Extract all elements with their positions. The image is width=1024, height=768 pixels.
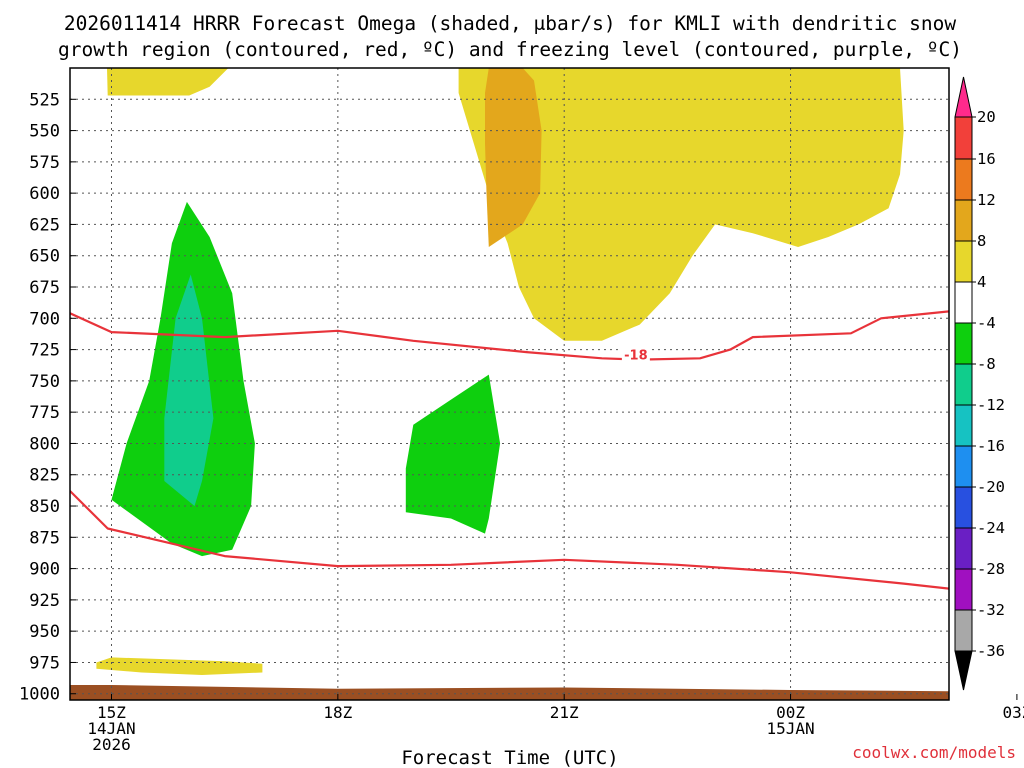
x-tick-label-15Z-2: 14JAN — [87, 719, 135, 738]
colorbar-segment-3 — [954, 199, 973, 242]
dgz-upper-contour-label: -18 — [624, 349, 648, 364]
credit-text: coolwx.com/models — [852, 743, 1016, 762]
y-tick-label-925: 925 — [29, 591, 60, 611]
colorbar-segment-6 — [954, 322, 973, 365]
x-axis-ticks: 15Z14JAN202618Z21Z00Z15JAN03Z06Z — [87, 694, 1024, 754]
terrain-surface — [70, 685, 949, 700]
y-tick-label-875: 875 — [29, 528, 60, 548]
colorbar-bottom-arrow — [954, 650, 973, 691]
y-tick-label-600: 600 — [29, 184, 60, 204]
colorbar-segment-13 — [954, 609, 973, 652]
colorbar-label--32: -32 — [977, 601, 1005, 619]
x-axis-label: Forecast Time (UTC) — [401, 747, 618, 768]
colorbar-label--28: -28 — [977, 560, 1005, 578]
colorbar-segment-12 — [954, 568, 973, 611]
y-tick-label-1000: 1000 — [19, 685, 60, 705]
x-tick-label-21Z-1: 21Z — [550, 703, 579, 722]
dgz-upper-contour-label-bg — [621, 346, 650, 362]
y-tick-label-550: 550 — [29, 122, 60, 142]
colorbar-segment-8 — [954, 404, 973, 447]
colorbar-segment-7 — [954, 363, 973, 406]
colorbar-label--12: -12 — [977, 396, 1005, 414]
colorbar-segment-1 — [954, 116, 973, 160]
y-tick-label-725: 725 — [29, 341, 60, 361]
colorbar-segment-2 — [954, 158, 973, 201]
colorbar-legend: 20 16 12 8 4 -4 -8 -12 -16 -20 -24 -28 -32 -36 — [954, 76, 1005, 691]
colorbar-segment-4 — [954, 240, 973, 283]
y-tick-label-775: 775 — [29, 403, 60, 423]
colorbar-segment-10 — [954, 486, 973, 529]
colorbar-label-8: 8 — [977, 232, 986, 250]
y-tick-label-650: 650 — [29, 247, 60, 267]
x-tick-label-18Z-1: 18Z — [323, 703, 352, 722]
y-tick-label-850: 850 — [29, 497, 60, 517]
x-tick-label-00Z-1: 00Z — [776, 703, 805, 722]
omega-negative-early-core — [164, 274, 214, 506]
x-tick-label-03Z-1: 03Z — [1002, 703, 1024, 722]
chart-title-line-1: 2026011414 HRRR Forecast Omega (shaded, … — [64, 12, 956, 35]
grid-lines — [70, 68, 949, 700]
colorbar-label--8: -8 — [977, 355, 996, 373]
omega-positive-top-left — [107, 68, 229, 96]
colorbar-top-arrow — [954, 76, 973, 118]
colorbar-label--16: -16 — [977, 437, 1005, 455]
y-tick-label-525: 525 — [29, 90, 60, 110]
y-tick-label-950: 950 — [29, 622, 60, 642]
y-tick-label-900: 900 — [29, 560, 60, 580]
colorbar-label-20: 20 — [977, 108, 996, 126]
y-tick-label-625: 625 — [29, 215, 60, 235]
x-tick-label-15Z-3: 2026 — [92, 735, 131, 754]
temperature-contours: -18 — [70, 310, 949, 590]
dgz-upper-contour — [70, 310, 949, 361]
colorbar-segment-11 — [954, 527, 973, 570]
omega-positive-core — [485, 68, 542, 247]
y-axis-ticks: 525 550 575 600 625 650 675 700 725 750 775 800 825 8… — [19, 90, 76, 705]
y-tick-label-975: 975 — [29, 653, 60, 673]
colorbar-segment-5 — [954, 281, 973, 324]
colorbar-label--24: -24 — [977, 519, 1005, 537]
colorbar-label-4: 4 — [977, 273, 986, 291]
y-tick-label-750: 750 — [29, 372, 60, 392]
chart-title-line-2: growth region (contoured, red, ºC) and f… — [58, 38, 962, 61]
y-tick-label-675: 675 — [29, 278, 60, 298]
shaded-omega-regions — [70, 68, 949, 700]
y-tick-label-800: 800 — [29, 434, 60, 454]
y-tick-label-575: 575 — [29, 153, 60, 173]
colorbar-label-16: 16 — [977, 150, 996, 168]
plot-frame — [69, 67, 950, 701]
colorbar-label-12: 12 — [977, 191, 996, 209]
colorbar-label--20: -20 — [977, 478, 1005, 496]
colorbar-segment-9 — [954, 445, 973, 488]
dgz-lower-contour — [70, 490, 949, 590]
y-tick-label-700: 700 — [29, 309, 60, 329]
colorbar-label--36: -36 — [977, 642, 1005, 660]
colorbar-label--4: -4 — [977, 314, 996, 332]
x-tick-label-00Z-2: 15JAN — [766, 719, 814, 738]
omega-negative-mid — [405, 374, 501, 534]
y-tick-label-825: 825 — [29, 466, 60, 486]
omega-positive-center — [458, 68, 904, 341]
x-tick-label-15Z-1: 15Z — [97, 703, 126, 722]
omega-positive-surface — [96, 657, 263, 675]
